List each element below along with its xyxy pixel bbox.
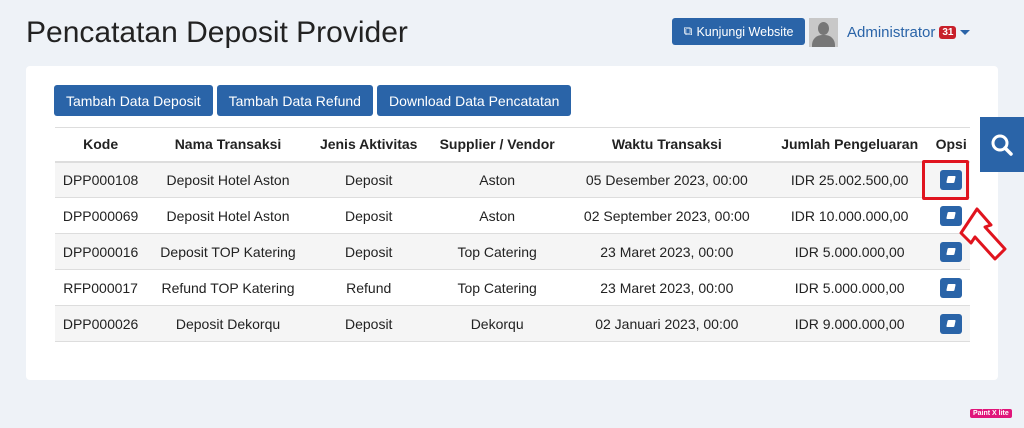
search-button[interactable]: [980, 117, 1024, 172]
table-cell: DPP000026: [55, 305, 147, 342]
table-cell: Aston: [427, 197, 567, 234]
table-cell: Aston: [427, 161, 567, 198]
table-cell: 23 Maret 2023, 00:00: [566, 269, 767, 306]
options-cell: [932, 269, 970, 306]
options-cell: [932, 233, 970, 270]
table-cell: Deposit Hotel Aston: [146, 161, 310, 198]
table-cell: Deposit TOP Katering: [146, 233, 310, 270]
table-cell: Deposit: [309, 233, 428, 270]
table-cell: DPP000108: [55, 161, 147, 198]
column-header: Nama Transaksi: [146, 127, 310, 163]
table-row: DPP000108 Deposit Hotel Aston Deposit Aston…: [55, 161, 970, 198]
highlight-box: [922, 160, 969, 200]
table-cell: IDR 10.000.000,00: [766, 197, 933, 234]
table-cell: 02 September 2023, 00:00: [566, 197, 767, 234]
watermark: Paint X lite: [970, 409, 1012, 418]
table-cell: Deposit Hotel Aston: [146, 197, 310, 234]
visit-label: Kunjungi Website: [696, 24, 794, 39]
table-cell: Refund TOP Katering: [146, 269, 310, 306]
table-cell: IDR 9.000.000,00: [766, 305, 933, 342]
add-deposit-button[interactable]: Tambah Data Deposit: [54, 85, 213, 116]
add-refund-button[interactable]: Tambah Data Refund: [216, 85, 373, 116]
avatar[interactable]: [809, 18, 838, 47]
options-cell: [932, 161, 970, 198]
external-link-icon: ⧉: [683, 24, 693, 38]
caret-down-icon: [960, 30, 971, 35]
options-cell: [932, 305, 970, 342]
content-card: Tambah Data Deposit Tambah Data Refund D…: [26, 66, 998, 380]
notification-badge: 31: [939, 26, 957, 39]
detail-book-icon[interactable]: [940, 169, 963, 190]
table-cell: 05 Desember 2023, 00:00: [566, 161, 767, 198]
table-cell: Refund: [309, 269, 428, 306]
table-cell: Top Catering: [427, 233, 567, 270]
column-header: Opsi: [932, 127, 970, 163]
download-button[interactable]: Download Data Pencatatan: [376, 85, 572, 116]
table-row: RFP000017 Refund TOP Katering Refund Top Ca…: [55, 269, 970, 306]
table-cell: RFP000017: [55, 269, 147, 306]
table-cell: Deposit: [309, 197, 428, 234]
search-icon: [991, 134, 1013, 156]
table-row: DPP000026 Deposit Dekorqu Deposit Dekorqu 02…: [55, 305, 970, 342]
table-cell: 23 Maret 2023, 00:00: [566, 233, 767, 270]
table-cell: IDR 5.000.000,00: [766, 269, 933, 306]
table-cell: 02 Januari 2023, 00:00: [566, 305, 767, 342]
table-cell: Deposit: [309, 305, 428, 342]
table-cell: IDR 5.000.000,00: [766, 233, 933, 270]
table-row: DPP000016 Deposit TOP Katering Deposit Top …: [55, 233, 970, 270]
visit-website-button[interactable]: ⧉ Kunjungi Website: [672, 18, 805, 45]
column-header: Kode: [55, 127, 147, 163]
table-cell: DPP000069: [55, 197, 147, 234]
table-row: DPP000069 Deposit Hotel Aston Deposit Aston…: [55, 197, 970, 234]
table-cell: IDR 25.002.500,00: [766, 161, 933, 198]
detail-book-icon[interactable]: [940, 313, 963, 334]
column-header: Waktu Transaksi: [566, 127, 767, 163]
column-header: Jenis Aktivitas: [309, 127, 428, 163]
user-menu[interactable]: Administrator 31: [847, 24, 971, 41]
table-cell: Top Catering: [427, 269, 567, 306]
table-cell: Deposit: [309, 161, 428, 198]
user-name: Administrator: [847, 24, 936, 41]
table-cell: Dekorqu: [427, 305, 567, 342]
column-header: Supplier / Vendor: [427, 127, 567, 163]
detail-book-icon[interactable]: [940, 241, 963, 262]
detail-book-icon[interactable]: [940, 277, 963, 298]
page-title: Pencatatan Deposit Provider: [26, 16, 408, 49]
deposit-table: Kode Nama Transaksi Jenis Aktivitas Supplie…: [55, 127, 970, 342]
column-header: Jumlah Pengeluaran: [766, 127, 933, 163]
pointer-arrow-icon: [959, 207, 1007, 261]
table-cell: Deposit Dekorqu: [146, 305, 310, 342]
table-cell: DPP000016: [55, 233, 147, 270]
detail-book-icon[interactable]: [940, 205, 963, 226]
